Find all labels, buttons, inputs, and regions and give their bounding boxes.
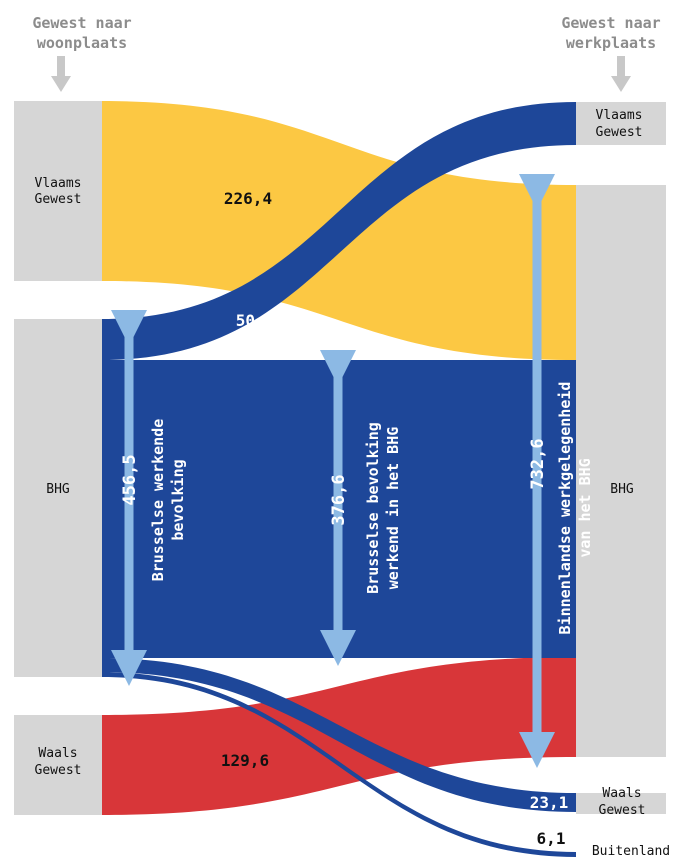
value-waals-to-bhg: 129,6 — [221, 751, 269, 770]
value-bhg-to-buitenland: 6,1 — [537, 829, 566, 848]
left-bhg-edge — [102, 319, 110, 677]
value-bhg-to-waals: 23,1 — [530, 793, 569, 812]
right-node-waals-label-1: Waals — [602, 786, 641, 801]
flow-bhg-to-buitenland — [102, 672, 576, 857]
right-node-waals-label-2: Gewest — [599, 803, 646, 818]
measure-732-value: 732,6 — [528, 438, 548, 489]
left-header-line-1: Gewest naar — [32, 14, 131, 32]
right-node-buitenland-label: Buitenland — [592, 844, 670, 857]
right-node-bhg-label: BHG — [610, 482, 634, 497]
right-node-vlaams-label-2: Gewest — [596, 125, 643, 140]
value-vlaams-to-bhg: 226,4 — [224, 189, 272, 208]
left-node-vlaams-label-1: Vlaams — [35, 176, 82, 191]
left-node-waals-label-1: Waals — [38, 746, 77, 761]
flow-bhg-to-vlaams — [102, 102, 576, 360]
left-node-vlaams-label-2: Gewest — [35, 192, 82, 207]
left-node-vlaams — [14, 101, 102, 281]
measure-732-label-2: van het BHG — [576, 458, 594, 557]
right-header-line-1: Gewest naar — [561, 14, 660, 32]
right-node-vlaams-label-1: Vlaams — [596, 108, 643, 123]
measure-456-label-1: Brusselse werkende — [149, 419, 167, 582]
measure-376-label-2: werkend in het BHG — [384, 427, 402, 590]
left-node-waals-label-2: Gewest — [35, 763, 82, 778]
left-node-bhg — [14, 319, 102, 677]
flow-bhg-to-waals — [102, 658, 576, 812]
measure-456-value: 456,5 — [120, 454, 140, 505]
right-node-vlaams — [576, 102, 666, 145]
measure-456-label-2: bevolking — [169, 459, 187, 540]
left-header-line-2: woonplaats — [37, 34, 127, 52]
left-header-arrow-icon — [51, 56, 71, 92]
left-node-waals — [14, 715, 102, 815]
value-bhg-to-vlaams: 50,7 — [236, 311, 275, 330]
right-node-waals — [576, 793, 666, 814]
left-node-bhg-label: BHG — [46, 482, 70, 497]
right-header-arrow-icon — [611, 56, 631, 92]
measure-732-label-1: Binnenlandse werkgelegenheid — [556, 382, 574, 635]
right-header-line-2: werkplaats — [566, 34, 656, 52]
measure-376-value: 376,6 — [329, 474, 349, 525]
measure-376-label-1: Brusselse bevolking — [364, 422, 382, 594]
right-node-bhg — [576, 185, 666, 757]
